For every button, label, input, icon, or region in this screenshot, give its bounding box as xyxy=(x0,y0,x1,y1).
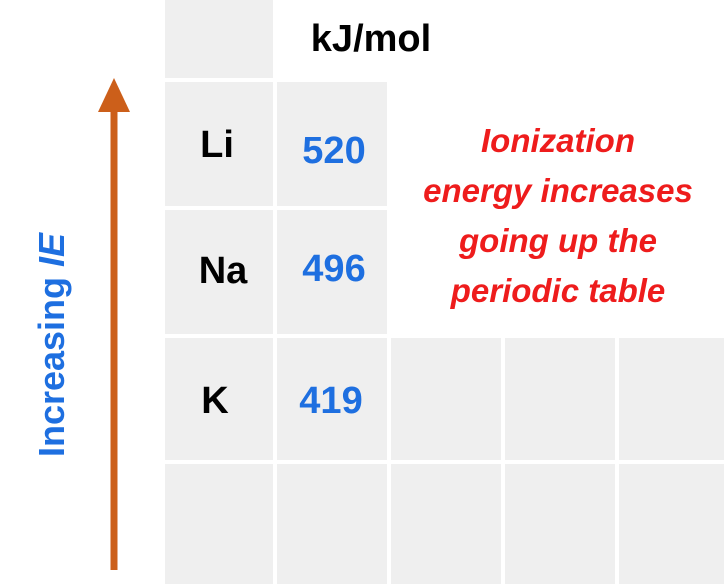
grid-cell xyxy=(165,210,273,334)
grid-cell xyxy=(277,338,387,460)
ie-value-k: 419 xyxy=(299,380,363,422)
note-line: going up the xyxy=(459,222,657,259)
element-symbol-li: Li xyxy=(200,124,234,166)
unit-label: kJ/mol xyxy=(310,18,432,60)
grid-cell xyxy=(165,82,273,206)
grid-cell xyxy=(165,338,273,460)
grid-cell xyxy=(505,338,615,460)
grid-cell xyxy=(277,82,387,206)
grid-cell xyxy=(619,338,724,460)
up-arrow-icon xyxy=(98,78,130,570)
axis-label: Increasing IE xyxy=(31,233,73,457)
element-symbol-k: K xyxy=(201,380,229,422)
grid-cell xyxy=(277,464,387,584)
arrow-head xyxy=(98,78,130,112)
grid-cell xyxy=(619,464,724,584)
ie-value-li: 520 xyxy=(302,130,366,172)
grid-cell xyxy=(277,210,387,334)
axis-label-emphasis: IE xyxy=(31,232,72,267)
axis-label-prefix: Increasing xyxy=(31,266,72,458)
grid-cell xyxy=(391,464,501,584)
trend-note: Ionization energy increases going up the… xyxy=(392,116,724,316)
note-line: energy increases xyxy=(423,172,693,209)
note-line: periodic table xyxy=(450,272,666,309)
grid-cell xyxy=(505,464,615,584)
note-line: Ionization xyxy=(481,122,635,159)
grid-cell xyxy=(165,464,273,584)
grid-cell xyxy=(165,0,273,78)
element-symbol-na: Na xyxy=(198,250,248,292)
ie-value-na: 496 xyxy=(302,248,366,290)
grid-cell xyxy=(391,338,501,460)
